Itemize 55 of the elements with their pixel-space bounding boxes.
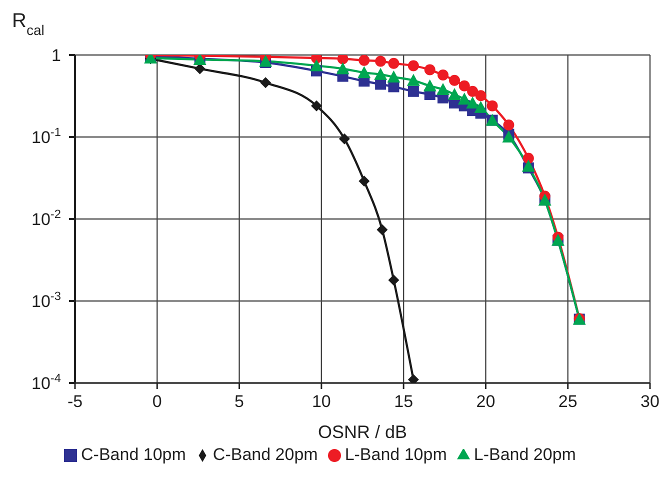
point (376, 224, 388, 236)
point (388, 274, 400, 286)
point (338, 133, 350, 144)
point (408, 86, 419, 97)
point (358, 66, 371, 78)
point (436, 82, 450, 95)
point (438, 70, 448, 81)
legend-label: L-Band 10pm (344, 445, 447, 464)
x-tick-label: 30 (640, 392, 660, 411)
x-tick-label: 10 (312, 392, 331, 411)
y-tick-label: 1 (52, 46, 61, 65)
point (522, 152, 534, 164)
point (374, 68, 388, 80)
y-axis-title: R$_{cal}$ (12, 10, 44, 38)
point (458, 92, 471, 105)
point (375, 56, 386, 67)
point (424, 64, 436, 76)
x-tick-label: 15 (394, 392, 414, 411)
x-tick-label: 25 (558, 392, 578, 411)
point (486, 100, 498, 112)
legend-label: C-Band 10pm (81, 445, 186, 464)
point (503, 120, 514, 131)
point (448, 88, 461, 100)
point (358, 176, 370, 187)
point (458, 80, 470, 92)
y-tick-label: 10$^{-3}$ (32, 289, 62, 311)
point (449, 74, 460, 86)
point (502, 130, 516, 142)
x-tick-label: 20 (476, 392, 496, 411)
x-tick-label: -5 (67, 392, 83, 411)
point (475, 90, 486, 102)
x-tick-label: 5 (234, 392, 244, 411)
y-tick-label: 10$^{-2}$ (32, 207, 62, 229)
point (311, 100, 322, 112)
point (467, 86, 478, 97)
legend-label: L-Band 20pm (474, 445, 576, 464)
point (522, 160, 535, 172)
point (408, 60, 419, 72)
point (260, 77, 272, 88)
point (466, 96, 480, 108)
point (406, 74, 420, 86)
point (474, 100, 488, 113)
point (336, 62, 350, 74)
point (423, 79, 436, 92)
legend-label: C-Band 20pm (212, 445, 318, 464)
y-tick-label: 10$^{-1}$ (32, 125, 62, 147)
point (358, 55, 370, 66)
x-axis-title: OSNR / dB (318, 422, 408, 442)
point (387, 70, 400, 82)
point (337, 55, 348, 64)
point (310, 59, 323, 72)
y-tick-label: 10$^{-4}$ (32, 371, 62, 393)
x-tick-label: 0 (152, 392, 162, 411)
point (388, 58, 400, 69)
point (388, 81, 400, 92)
